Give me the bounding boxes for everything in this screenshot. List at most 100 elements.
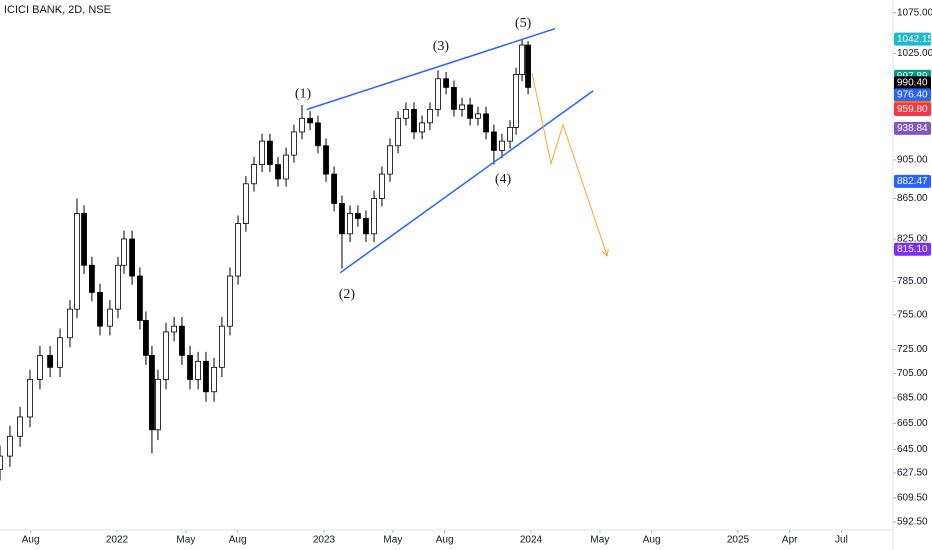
x-tick-label: 2024: [520, 535, 543, 546]
candle-body: [513, 74, 519, 128]
candle-body: [115, 264, 121, 310]
candle-body: [483, 113, 489, 133]
y-tick-label: 705.00: [897, 368, 928, 379]
wave-label: (5): [515, 16, 532, 31]
candle-body: [519, 44, 525, 75]
x-tick-label: 2022: [106, 535, 129, 546]
candle-body: [379, 173, 385, 199]
trend-line: [531, 72, 608, 256]
candle-body: [299, 117, 305, 133]
x-tick-label: Apr: [782, 535, 798, 546]
candle-body: [419, 122, 425, 133]
candle-body: [525, 44, 531, 88]
x-tick-label: May: [590, 535, 609, 546]
price-tag: [894, 32, 931, 46]
candle-body: [81, 213, 87, 266]
candle-body: [107, 308, 113, 327]
y-tick-label: 825.00: [897, 234, 928, 245]
candle-body: [155, 379, 161, 431]
wave-label: (4): [495, 172, 512, 187]
candle-body: [443, 78, 449, 88]
candle-body: [47, 354, 53, 368]
candle-body: [267, 140, 273, 165]
candle-body: [163, 331, 169, 380]
candle-body: [235, 223, 241, 277]
candle-body: [259, 140, 265, 165]
price-tag-label: 882.47: [897, 176, 928, 187]
candle-body: [355, 213, 361, 219]
candle-body: [137, 275, 143, 321]
price-tag-label: 815.10: [897, 244, 928, 255]
candle-body: [315, 122, 321, 147]
trend-line: [339, 90, 594, 274]
y-tick-label: 627.50: [897, 468, 928, 479]
candle-body: [97, 292, 103, 327]
x-tick-label: May: [176, 535, 195, 546]
wave-label: (3): [433, 39, 450, 54]
candle-body: [17, 416, 23, 437]
trend-line: [306, 27, 556, 111]
y-tick-label: 592.50: [897, 517, 928, 528]
price-tag-label: 959.80: [897, 104, 928, 115]
x-tick-label: Aug: [229, 535, 247, 546]
y-tick-label: 755.00: [897, 309, 928, 320]
y-tick-label: 685.00: [897, 393, 928, 404]
candle-body: [195, 360, 201, 380]
candle-body: [227, 275, 233, 327]
candle-body: [275, 164, 281, 180]
arrow-head: [601, 248, 609, 257]
candle-body: [129, 238, 135, 277]
price-tag: [894, 88, 931, 102]
candle-body: [37, 354, 43, 380]
y-tick-label: 1025.00: [897, 48, 932, 59]
candle-body: [211, 366, 217, 393]
candle-body: [411, 108, 417, 133]
candle-body: [403, 108, 409, 119]
candle-body: [507, 126, 513, 142]
price-tag-label: 938.84: [897, 123, 928, 134]
candle-body: [451, 86, 457, 110]
candle-body: [435, 78, 441, 110]
candle-body: [475, 113, 481, 119]
candle-body: [347, 213, 353, 235]
x-tick-label: May: [383, 535, 402, 546]
x-tick-label: Aug: [436, 535, 454, 546]
candle-body: [143, 320, 149, 356]
price-tag-label: 1042.15: [897, 34, 932, 45]
candle-body: [121, 238, 127, 266]
x-tick-label: 2023: [313, 535, 336, 546]
candle-body: [499, 140, 505, 151]
candle-body: [491, 131, 497, 151]
y-tick-label: 609.50: [897, 492, 928, 503]
candle-body: [371, 198, 377, 235]
candle-body: [323, 145, 329, 175]
candle-body: [171, 325, 177, 333]
y-tick-label: 1075.00: [897, 7, 932, 18]
x-tick-label: Aug: [643, 535, 661, 546]
y-tick-label: 785.00: [897, 276, 928, 287]
candle-body: [331, 173, 337, 204]
candle-body: [307, 117, 313, 124]
candle-body: [0, 455, 3, 470]
x-tick-label: Aug: [22, 535, 40, 546]
price-tag: [894, 103, 931, 117]
candle-body: [89, 264, 95, 293]
candle-body: [203, 360, 209, 393]
y-tick-label: 645.00: [897, 444, 928, 455]
y-tick-label: 725.00: [897, 344, 928, 355]
candle-body: [67, 308, 73, 339]
wave-label: (2): [339, 287, 356, 302]
wave-label: (1): [295, 87, 312, 102]
price-tag: [894, 121, 931, 135]
candle-body: [179, 325, 185, 356]
chart-title: ICICI BANK, 2D, NSE: [4, 4, 111, 16]
y-tick-label: 665.00: [897, 418, 928, 429]
y-tick-label: 865.00: [897, 193, 928, 204]
price-tag: [894, 242, 931, 256]
candle-body: [187, 354, 193, 380]
candle-body: [395, 117, 401, 147]
candle-body: [74, 213, 80, 310]
candle-body: [27, 379, 33, 418]
candle-body: [251, 164, 257, 185]
